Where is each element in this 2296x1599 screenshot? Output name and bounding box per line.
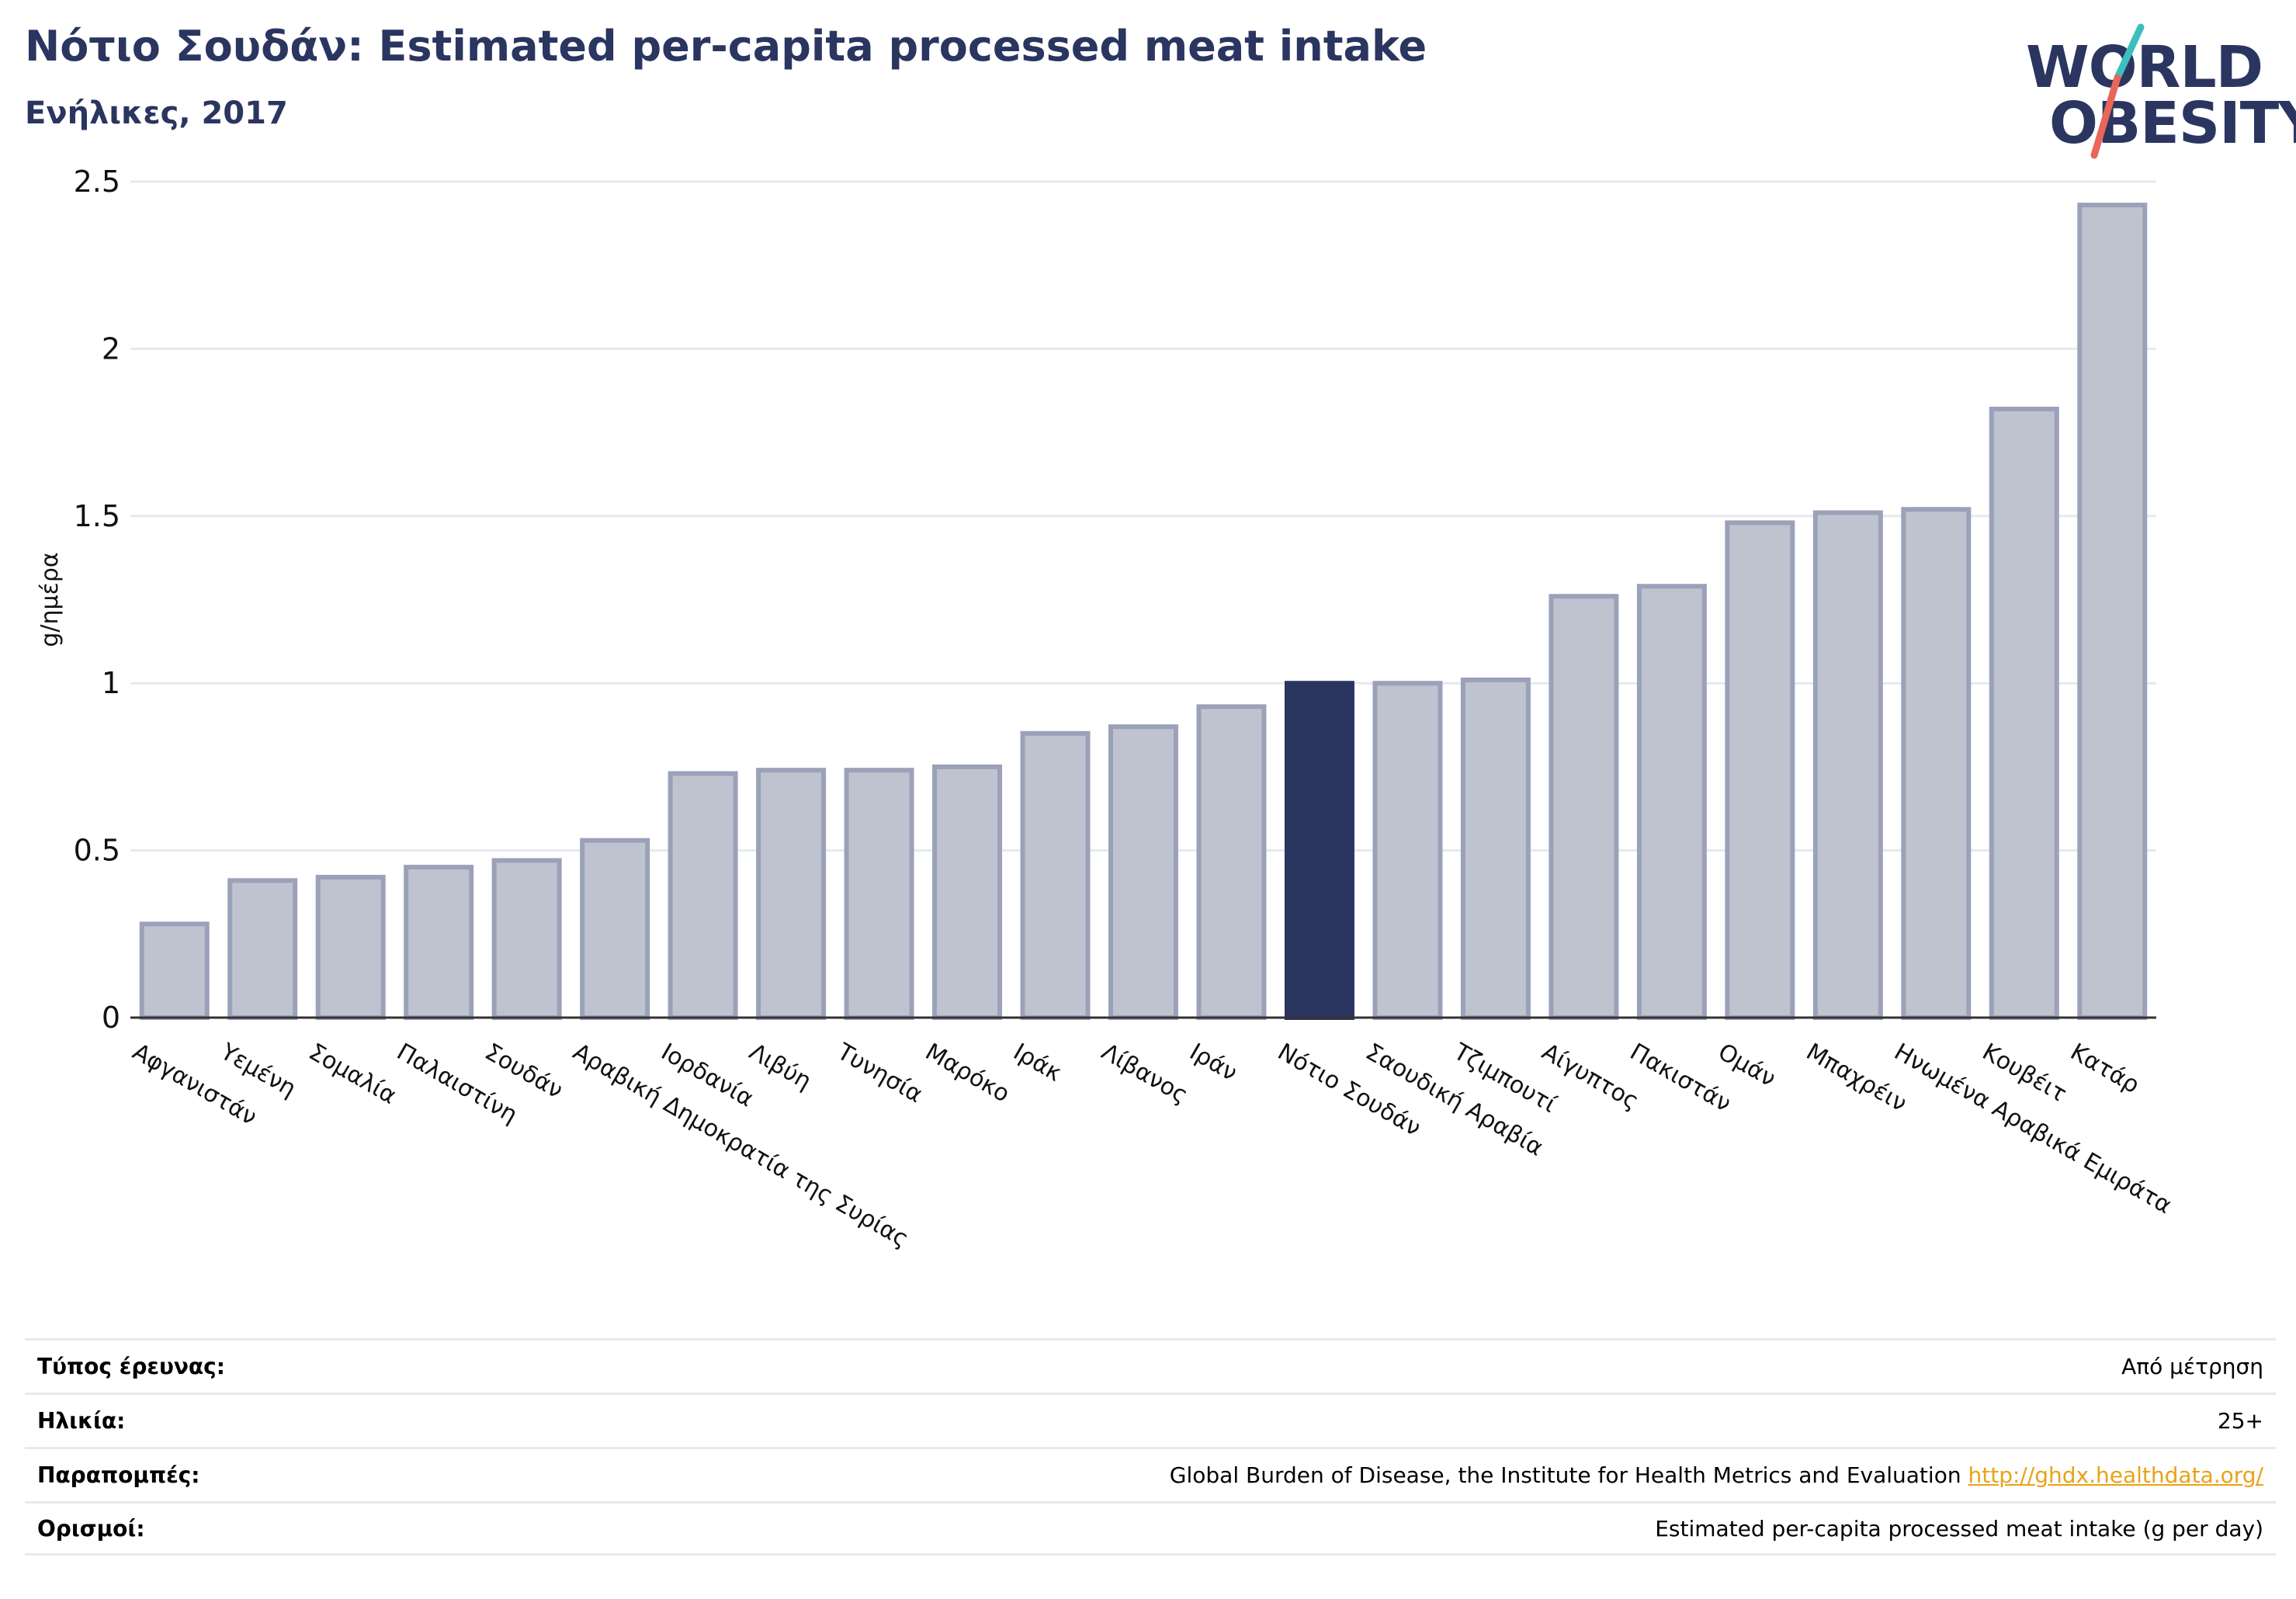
info-label: Τύπος έρευνας: (37, 1354, 225, 1379)
bar (1020, 730, 1091, 1020)
y-tick-label: 0.5 (74, 834, 120, 868)
x-tick-label: Σομαλία (304, 1039, 401, 1110)
info-label: Ορισμοί: (37, 1515, 145, 1542)
bar (1812, 510, 1883, 1020)
bar (1989, 406, 2059, 1020)
y-tick-label: 1.5 (74, 499, 120, 533)
info-value: 25+ (2217, 1408, 2263, 1434)
bar (756, 768, 827, 1020)
bar (932, 764, 1003, 1021)
info-label: Παραπομπές: (37, 1462, 200, 1488)
bar (404, 865, 474, 1021)
info-value: Από μέτρηση (2121, 1354, 2263, 1379)
world-obesity-logo: WORLD OBESITY (2026, 23, 2296, 163)
bar (1460, 677, 1531, 1021)
info-value: Estimated per-capita processed meat inta… (1655, 1515, 2263, 1542)
bar (1549, 594, 1619, 1020)
bar (1901, 507, 1972, 1020)
bar (580, 838, 650, 1021)
bar (1108, 724, 1178, 1020)
bar (2077, 203, 2148, 1020)
reference-text: Global Burden of Disease, the Institute … (1169, 1462, 1961, 1488)
bar (668, 771, 738, 1020)
bar-highlighted (1284, 681, 1354, 1020)
bar (315, 875, 386, 1020)
chart-title: Νότιο Σουδάν: Estimated per-capita proce… (25, 22, 1427, 71)
bar (1725, 520, 1795, 1020)
y-axis-label: g/ημέρα (36, 552, 64, 647)
x-tick-label: Τυνησία (832, 1038, 928, 1108)
logo-line-2: OBESITY (2049, 90, 2296, 157)
logo-line-1: WORLD (2026, 34, 2263, 101)
x-tick-label: Λίβανος (1097, 1039, 1192, 1109)
y-tick-label: 2.5 (74, 165, 120, 199)
y-tick-label: 1 (102, 666, 120, 700)
x-tick-label: Ιράκ (1009, 1039, 1066, 1087)
x-tick-label: Ομάν (1713, 1039, 1780, 1093)
x-tick-label: Πακιστάν (1625, 1039, 1736, 1118)
info-row-definitions: Ορισμοί: Estimated per-capita processed … (25, 1501, 2276, 1556)
bar (1196, 704, 1267, 1021)
y-tick-label: 2 (102, 331, 120, 366)
info-row-survey-type: Τύπος έρευνας: Από μέτρηση (25, 1338, 2276, 1393)
x-tick-label: Ιράν (1184, 1039, 1241, 1087)
bar (491, 858, 562, 1021)
bar (1372, 681, 1443, 1020)
y-tick-label: 0 (102, 1001, 120, 1035)
x-tick-label: Κατάρ (2065, 1039, 2144, 1099)
chart-subtitle: Ενήλικες, 2017 (25, 95, 288, 131)
info-value-references: Global Burden of Disease, the Institute … (1170, 1462, 2263, 1488)
x-tick-label: Μαρόκο (921, 1039, 1014, 1108)
info-label: Ηλικία: (37, 1408, 126, 1434)
reference-link[interactable]: http://ghdx.healthdata.org/ (1968, 1462, 2263, 1488)
logo-slash-icon (2090, 23, 2145, 159)
bar (139, 921, 210, 1020)
info-row-references: Παραπομπές: Global Burden of Disease, th… (25, 1447, 2276, 1501)
bar (227, 878, 298, 1020)
x-tick-label: Μπαχρέιν (1802, 1039, 1912, 1118)
info-row-age: Ηλικία: 25+ (25, 1393, 2276, 1447)
bar (844, 768, 914, 1020)
bar (1636, 584, 1707, 1020)
info-table: Τύπος έρευνας: Από μέτρηση Ηλικία: 25+ Π… (25, 1338, 2276, 1556)
